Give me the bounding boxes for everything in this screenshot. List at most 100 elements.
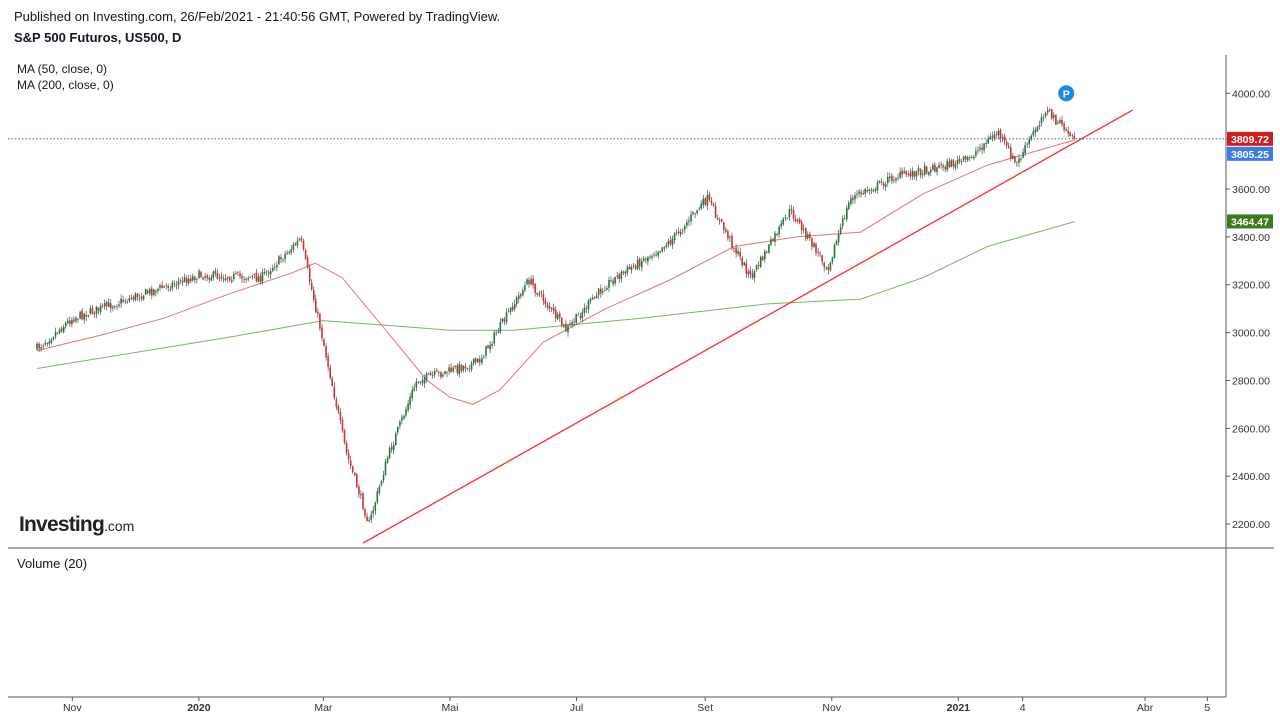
candle [536, 292, 538, 297]
candle-body [1061, 120, 1063, 125]
candle-body [632, 265, 635, 267]
candle-body [790, 209, 793, 211]
candle [524, 281, 526, 293]
candle [979, 143, 981, 152]
candle-body [1038, 124, 1041, 127]
candle [46, 342, 49, 347]
candle [200, 270, 202, 279]
candle-body [60, 328, 63, 331]
candle-body [942, 165, 944, 168]
candle [1057, 119, 1059, 125]
candle-body [874, 189, 877, 191]
candle-body [483, 356, 485, 358]
candle-body [862, 193, 864, 195]
candle [415, 378, 418, 391]
candle [335, 396, 338, 410]
x-tick-label: 2021 [947, 702, 971, 714]
candle-body [226, 277, 229, 279]
candle-body [243, 279, 245, 281]
candle [370, 510, 372, 524]
candle-body [751, 273, 754, 278]
candle [146, 289, 149, 295]
candle-body [764, 251, 766, 260]
bid-price-tag: 3805.25 [1227, 146, 1273, 161]
candle [969, 155, 971, 162]
candle-body [358, 486, 360, 495]
legend-ma200[interactable]: MA (200, close, 0) [17, 78, 114, 92]
candle-body [663, 247, 666, 249]
candle [165, 283, 167, 290]
candle [42, 343, 44, 350]
candle-body [1001, 137, 1004, 138]
candle [392, 441, 395, 454]
candle-body [725, 229, 727, 232]
candle-body [134, 293, 137, 300]
candle [1048, 108, 1051, 112]
candle-body [577, 314, 579, 316]
candle-body [511, 306, 514, 311]
candle [278, 254, 280, 265]
legend-ma50[interactable]: MA (50, close, 0) [17, 62, 108, 76]
candle [794, 214, 797, 223]
y-tick-label: 3600.00 [1232, 184, 1270, 196]
candle-body [97, 307, 100, 311]
candle [928, 171, 930, 177]
candle [567, 323, 569, 337]
bid-price-tag-bg [1227, 146, 1273, 161]
candle [310, 279, 313, 291]
candle [761, 255, 764, 261]
candle [876, 180, 879, 194]
candle-body [778, 226, 780, 235]
candle-body [827, 267, 830, 270]
candle-body [815, 243, 817, 253]
candle-body [308, 268, 311, 282]
candle-body [1048, 109, 1051, 111]
candle-body [354, 473, 356, 475]
candle-body [651, 256, 653, 258]
candle-body [214, 270, 217, 274]
candle [515, 295, 518, 307]
candle [456, 362, 459, 376]
candle [827, 264, 830, 275]
candle-body [641, 261, 643, 268]
candle [210, 274, 213, 282]
candle-body [69, 320, 71, 325]
candle [67, 317, 69, 325]
candle [462, 364, 465, 373]
candle [872, 188, 875, 193]
candle [360, 490, 362, 500]
candle [608, 276, 610, 293]
candle-body [327, 356, 329, 367]
candle-body [811, 238, 813, 247]
candle [1018, 154, 1020, 168]
candle [239, 270, 241, 279]
candle-body [263, 272, 266, 274]
candle [487, 344, 489, 349]
candle-body [1022, 151, 1024, 158]
candle [1030, 134, 1033, 142]
candle-body [638, 258, 641, 267]
candle [520, 292, 522, 299]
candle-body [833, 244, 836, 258]
candle-body [780, 223, 782, 227]
candle-body [489, 344, 491, 350]
candle [634, 263, 637, 271]
candle-body [241, 276, 243, 279]
candle-body [304, 250, 307, 259]
candle-body [419, 381, 422, 383]
candle [581, 309, 584, 322]
candle-body [116, 306, 118, 308]
candle-body [310, 282, 313, 290]
candle [319, 312, 321, 332]
candle [69, 316, 71, 327]
candle-body [288, 252, 290, 254]
candle-body [411, 390, 413, 399]
candle [124, 298, 126, 304]
candle-body [966, 157, 969, 161]
candle-body [528, 280, 530, 284]
candle [981, 143, 983, 155]
candle [591, 294, 594, 301]
candle-body [167, 286, 169, 288]
candle [509, 307, 512, 315]
